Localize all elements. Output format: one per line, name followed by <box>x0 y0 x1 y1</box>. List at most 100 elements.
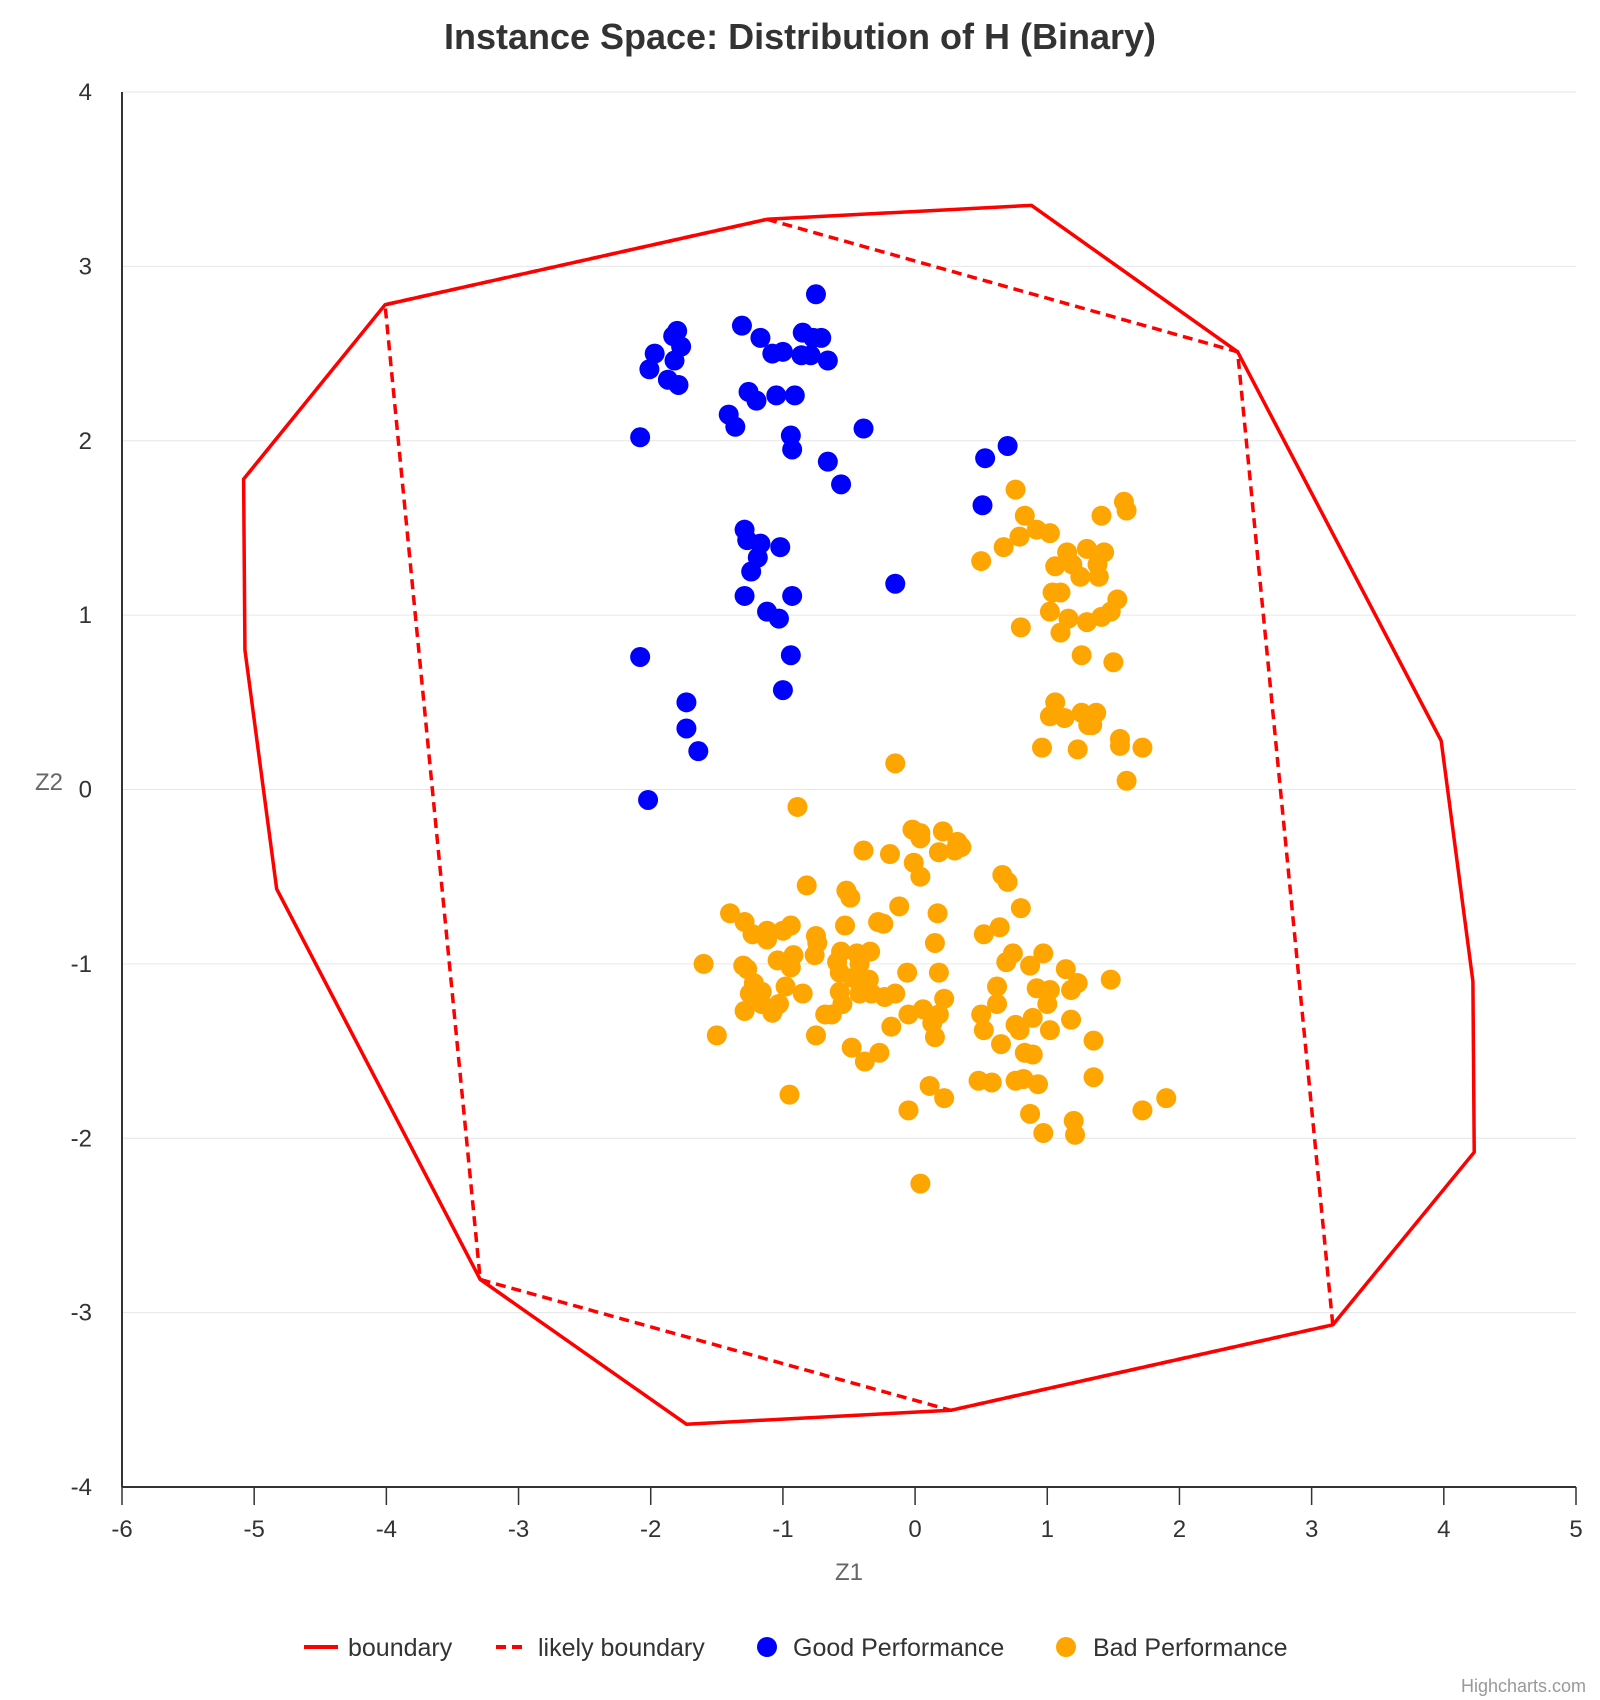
bad-performance-point <box>821 1004 842 1025</box>
bad-performance-point <box>996 952 1017 973</box>
good-performance-point <box>805 284 826 305</box>
highcharts-credit[interactable]: Highcharts.com <box>1461 1676 1586 1696</box>
bad-performance-point <box>1156 1088 1177 1109</box>
bad-performance-point <box>775 976 796 997</box>
good-performance-point <box>746 390 767 411</box>
bad-performance-point <box>1050 582 1071 603</box>
bad-performance-point <box>1054 708 1075 729</box>
good-performance-point <box>734 585 755 606</box>
legend-likely-boundary-label: likely boundary <box>538 1634 705 1662</box>
bad-performance-point <box>997 871 1018 892</box>
y-tick-label: 0 <box>79 777 92 804</box>
bad-performance-point <box>1055 959 1076 980</box>
bad-performance-point <box>780 957 801 978</box>
x-tick-label: 4 <box>1437 1516 1450 1543</box>
bad-performance-point <box>1088 566 1109 587</box>
bad-performance-point <box>981 1072 1002 1093</box>
bad-performance-point <box>1037 993 1058 1014</box>
bad-performance-point <box>971 551 992 572</box>
bad-performance-point <box>993 537 1014 558</box>
bad-performance-point <box>757 929 778 950</box>
good-performance-point <box>784 385 805 406</box>
bad-performance-point <box>1010 617 1031 638</box>
y-tick-label: 1 <box>79 602 92 629</box>
bad-performance-point <box>928 962 949 983</box>
bad-performance-point <box>932 821 953 842</box>
bad-performance-point <box>1083 1030 1104 1051</box>
bad-performance-point <box>1132 1100 1153 1121</box>
legend-bad-symbol <box>1056 1637 1076 1657</box>
good-performance-point <box>630 646 651 667</box>
y-tick-label: 2 <box>79 428 92 455</box>
bad-performance-point <box>1091 505 1112 526</box>
good-performance-point <box>782 585 803 606</box>
bad-performance-point <box>934 988 955 1009</box>
bad-performance-point <box>706 1025 727 1046</box>
bad-performance-point <box>1031 737 1052 758</box>
bad-performance-point <box>869 1042 890 1063</box>
bad-performance-point <box>898 1004 919 1025</box>
good-performance-point <box>997 435 1018 456</box>
bad-performance-point <box>1039 601 1060 622</box>
bad-performance-point <box>1005 479 1026 500</box>
bad-performance-point <box>924 1027 945 1048</box>
bad-performance-point <box>1022 1044 1043 1065</box>
legend-item-good-performance[interactable]: Good Performance <box>757 1634 1004 1662</box>
bad-performance-point <box>734 1000 755 1021</box>
legend-bad-label: Bad Performance <box>1093 1634 1288 1662</box>
legend-item-likely-boundary[interactable]: likely boundary <box>496 1634 705 1662</box>
y-axis-label: Z2 <box>35 769 63 796</box>
x-tick-label: 3 <box>1305 1516 1318 1543</box>
bad-performance-point <box>772 920 793 941</box>
good-performance-point <box>676 718 697 739</box>
bad-performance-point <box>1132 737 1153 758</box>
bad-performance-point <box>1010 898 1031 919</box>
legend-boundary-label: boundary <box>348 1634 453 1662</box>
bad-performance-point <box>1009 526 1030 547</box>
axes: 4 3 2 1 0 -1 -2 -3 -4 -6 -5 -4 -3 -2 -1 0 1 2 3 4 5 <box>71 79 1583 1543</box>
bad-performance-point <box>762 1002 783 1023</box>
bad-performance-point <box>1109 735 1130 756</box>
bad-performance-point <box>1100 969 1121 990</box>
bad-performance-point <box>1076 538 1097 559</box>
x-tick-label: 0 <box>908 1516 921 1543</box>
bad-performance-point <box>1065 1124 1086 1145</box>
bad-performance-point <box>805 1025 826 1046</box>
good-performance-point <box>639 359 660 380</box>
bad-performance-point <box>1100 601 1121 622</box>
bad-performance-point <box>796 875 817 896</box>
good-performance-point <box>638 789 659 810</box>
good-performance-point <box>664 350 685 371</box>
legend-item-bad-performance[interactable]: Bad Performance <box>1056 1634 1288 1662</box>
x-tick-label: 5 <box>1569 1516 1582 1543</box>
y-tick-label: -1 <box>71 951 92 978</box>
bad-performance-point <box>1071 645 1092 666</box>
legend-item-boundary[interactable]: boundary <box>304 1634 453 1662</box>
chart-title: Instance Space: Distribution of H (Binar… <box>444 16 1156 57</box>
bad-performance-point <box>1033 943 1054 964</box>
good-performance-point <box>741 561 762 582</box>
bad-performance-point <box>854 1051 875 1072</box>
bad-performance-point <box>927 903 948 924</box>
bad-performance-point <box>971 1004 992 1025</box>
bad-performance-point <box>853 840 874 861</box>
y-tick-label: 3 <box>79 253 92 280</box>
good-performance-point <box>630 427 651 448</box>
bad-performance-point <box>1022 1007 1043 1028</box>
bad-performance-point <box>934 1088 955 1109</box>
good-performance-point <box>770 537 791 558</box>
bad-performance-point <box>1070 566 1091 587</box>
likely-boundary-line <box>383 217 1335 1413</box>
legend-good-label: Good Performance <box>793 1634 1004 1662</box>
bad-performance-point <box>787 796 808 817</box>
bad-performance-point <box>1083 1067 1104 1088</box>
bad-performance-point <box>1103 652 1124 673</box>
x-tick-label: -4 <box>376 1516 397 1543</box>
good-performance-point <box>731 315 752 336</box>
good-performance-point <box>972 495 993 516</box>
good-performance-point <box>817 451 838 472</box>
good-performance-point <box>688 741 709 762</box>
bad-performance-point <box>840 887 861 908</box>
bad-performance-point <box>792 983 813 1004</box>
